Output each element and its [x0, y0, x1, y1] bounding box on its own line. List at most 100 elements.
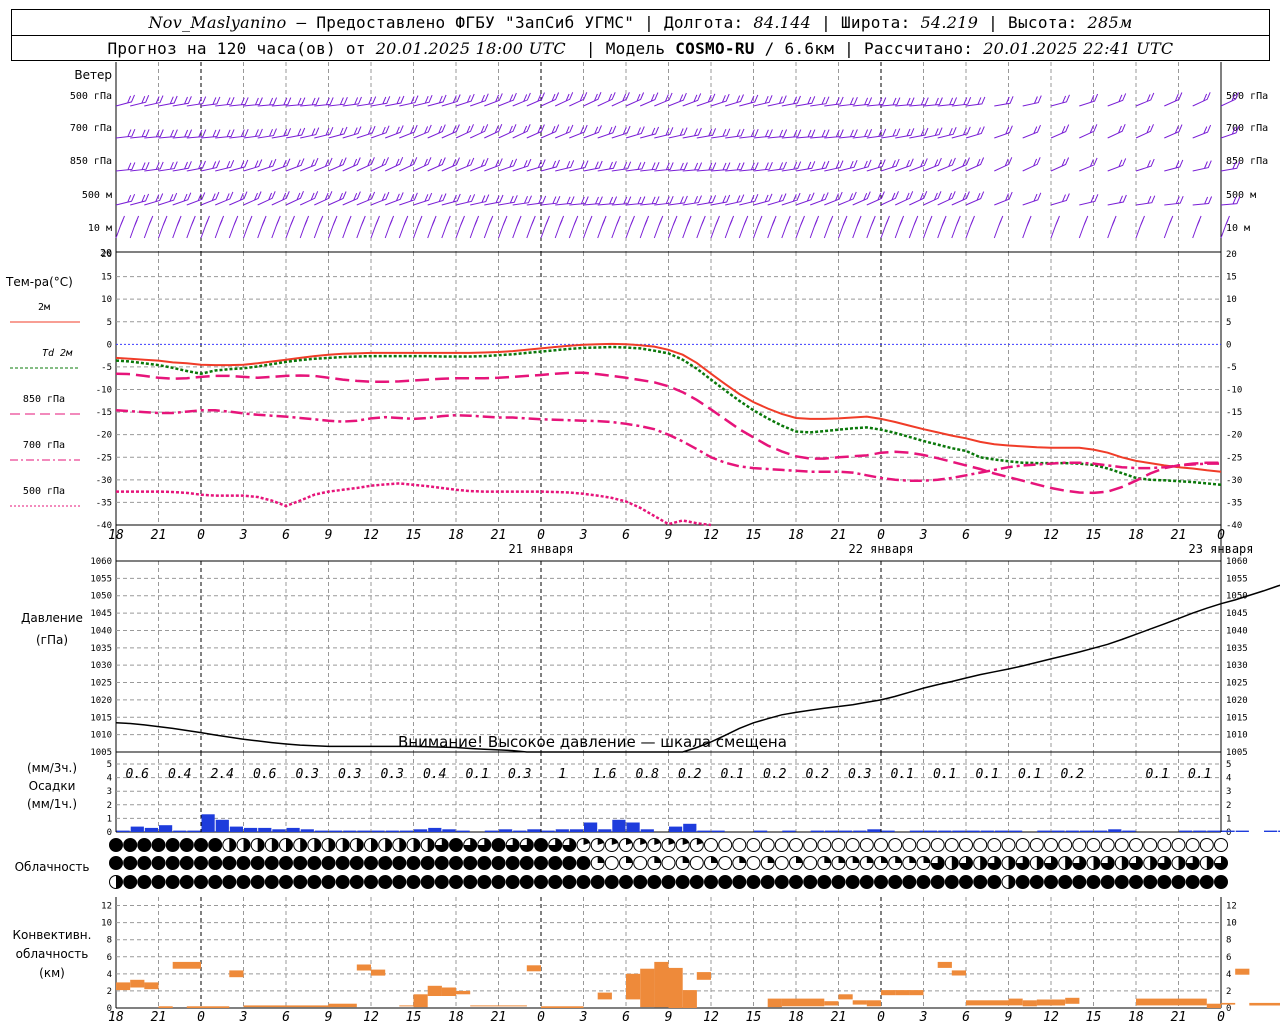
wind-barb [441, 193, 461, 206]
wind-barb [399, 157, 418, 172]
pressure-tick-label-right: 1030 [1226, 661, 1248, 671]
wind-barb [413, 124, 432, 139]
cloud-fill [690, 875, 704, 889]
convective-cloud-bar [130, 979, 145, 988]
wind-barb [441, 124, 460, 139]
wind-barb [725, 128, 745, 139]
cloud-cover-symbol [1015, 875, 1030, 889]
wind-barb [994, 157, 1013, 172]
wind-barb [668, 127, 688, 139]
cloud-cover-symbol [279, 838, 293, 852]
cloud-cover-symbol [1157, 838, 1172, 852]
wind-barb [115, 194, 136, 206]
precip-3h-total: 0.6 [253, 767, 277, 782]
wind-barb [753, 162, 773, 172]
cloud-cover-symbol [179, 875, 194, 889]
time-tick-label: 18 [448, 528, 464, 543]
temp-tick-label-right: -25 [1226, 453, 1242, 463]
cloud-cover-symbol [760, 875, 775, 889]
pressure-tick-label: 1060 [90, 557, 112, 567]
cloud-fill [824, 856, 831, 863]
cloud-circle [746, 838, 761, 852]
cloud-cover-symbol [1072, 875, 1087, 889]
cloud-cover-symbol [675, 875, 690, 889]
model-name: COSMO-RU [675, 38, 755, 58]
wind-barb [583, 125, 602, 139]
cloud-fill [180, 838, 194, 852]
wind-level-label: 500 м [82, 190, 112, 201]
cloud-cover-symbol [902, 875, 917, 889]
pressure-tick-label: 1015 [90, 713, 112, 723]
precip-bar [513, 830, 527, 832]
cloud-fill [562, 838, 576, 852]
bottom-time-tick-label: 9 [325, 1010, 333, 1024]
convective-cloud-bar [668, 967, 683, 1008]
precip-3h-total: 0.2 [806, 767, 830, 782]
wind-barb [640, 92, 659, 107]
cloud-cover-symbol [845, 875, 860, 889]
cloud-cover-symbol [930, 838, 945, 852]
wind-barb [1079, 93, 1099, 107]
cloud-circle [888, 838, 903, 852]
cloud-fill [237, 856, 250, 870]
precip-tick-label-right: 5 [1226, 760, 1231, 770]
cloud-fill [109, 838, 123, 852]
wind-barb [965, 126, 985, 139]
wind-barb [314, 157, 333, 172]
cloud-cover-symbol [774, 875, 789, 889]
cloud-circle [1100, 838, 1115, 852]
cloud-circle [845, 838, 860, 852]
wind-barb [328, 126, 348, 139]
cloud-fill [562, 875, 576, 889]
pressure-tick-label-right: 1015 [1226, 713, 1248, 723]
cloud-fill [789, 875, 803, 889]
cloud-fill [208, 875, 222, 889]
wind-barb [342, 157, 361, 172]
wind-barb [781, 95, 801, 107]
convective-cloud-bar [186, 1006, 230, 1008]
precip-3h-total: 2.4 [211, 767, 234, 782]
wind-barb [583, 215, 593, 239]
cloud-cover-symbol [335, 838, 350, 852]
wind-barb [271, 97, 292, 107]
cloud-fill [866, 856, 874, 863]
precip-bar [343, 830, 357, 832]
cloud-cover-symbol [406, 856, 421, 870]
cloud-fill [364, 856, 378, 870]
convective-cloud-bar [470, 1005, 527, 1007]
wind-barb [1022, 215, 1032, 239]
cloud-fill [392, 856, 406, 870]
wind-barb [200, 96, 221, 107]
time-tick-label: 0 [537, 528, 545, 543]
cloud-cover-symbol [293, 856, 308, 870]
convective-cloud-bar [1235, 968, 1250, 975]
wind-barb [413, 157, 432, 172]
cloud-cover-symbol [817, 875, 832, 889]
cloud-fill [1200, 875, 1214, 889]
cloud-fill [1214, 856, 1228, 870]
cloud-fill [194, 838, 208, 852]
cloud-cover-symbol [902, 856, 917, 870]
cloud-circle [718, 838, 733, 852]
cloud-cover-symbol [619, 856, 633, 870]
time-tick-label: 18 [1128, 528, 1144, 543]
wind-barb [951, 157, 970, 172]
cloud-circle [1157, 838, 1172, 852]
bottom-time-tick-label: 3 [919, 1010, 928, 1024]
wind-barb [172, 129, 193, 139]
cloud-fill [917, 875, 930, 889]
cloud-fill [534, 875, 548, 889]
cloud-fill [463, 856, 477, 870]
cloud-fill [662, 875, 675, 889]
temp-legend-label: 850 гПа [23, 394, 65, 405]
precip-bar [952, 830, 966, 832]
cloud-cover-symbol [859, 838, 874, 852]
cloud-cover-symbol [732, 856, 747, 870]
cloud-cover-symbol [463, 875, 478, 889]
temp-tick-label-right: -10 [1226, 386, 1242, 396]
cloud-cover-symbol [902, 838, 917, 852]
cloud-cover-symbol [916, 856, 931, 870]
cloud-cover-symbol [335, 875, 350, 889]
convective-cloud-bar [526, 965, 541, 972]
precip-3h-total: 0.4 [423, 767, 446, 782]
